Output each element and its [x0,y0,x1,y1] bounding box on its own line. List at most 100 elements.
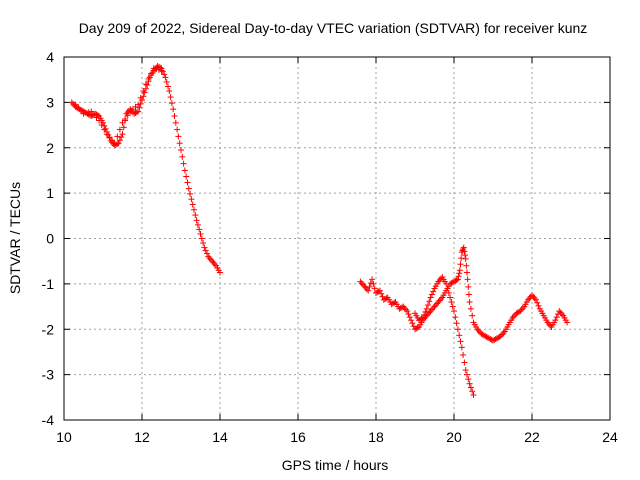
data-point [75,104,82,111]
y-tick-label: -3 [42,367,55,383]
x-axis-label: GPS time / hours [282,457,389,473]
data-point [462,367,469,374]
data-point [153,66,160,73]
data-point [96,117,103,124]
y-tick-label: -1 [42,276,55,292]
data-point [114,133,121,140]
data-point [144,81,151,88]
data-point [453,320,460,327]
data-point [90,111,97,118]
data-point [158,67,165,74]
data-points [68,63,571,399]
data-point [172,119,179,126]
data-point [93,114,100,121]
data-point [535,302,542,309]
data-point [196,226,203,233]
data-point [191,206,197,213]
data-point [408,317,415,324]
data-point [378,290,385,297]
data-point [534,299,541,306]
data-point [179,153,186,160]
data-point [198,235,205,242]
data-point [370,280,377,287]
data-point [460,244,467,251]
y-tick-label: 2 [46,140,54,156]
data-point [464,276,471,283]
data-point [98,122,105,129]
data-point [469,312,476,319]
data-point [427,294,434,301]
data-point [163,78,170,85]
data-point [77,107,84,114]
data-point [180,160,187,167]
data-point [365,287,372,294]
data-point [462,252,469,259]
data-point [405,311,412,318]
y-tick-label: -4 [42,412,55,428]
data-point [197,230,204,237]
data-point [448,299,455,306]
data-point [165,83,171,90]
data-point [83,109,90,116]
data-point [467,305,474,312]
data-point [463,262,470,269]
data-point [553,314,560,321]
data-point [193,217,200,224]
data-point [369,276,376,283]
data-point [162,74,169,81]
x-tick-label: 16 [290,429,306,445]
data-point [109,137,116,144]
data-point [456,332,463,339]
y-tick-label: -2 [42,321,55,337]
data-point [140,88,147,95]
data-point [135,108,142,115]
data-point [449,303,456,310]
data-point [178,147,184,154]
data-point [371,285,378,292]
data-point [465,283,472,290]
data-point [425,302,431,309]
data-point [204,250,210,257]
data-point [124,112,131,119]
data-point [419,314,426,321]
data-point [462,255,469,262]
x-tick-label: 22 [524,429,540,445]
data-point [176,140,183,147]
chart-title: Day 209 of 2022, Sidereal Day-to-day VTE… [79,20,588,36]
data-point [166,88,173,95]
x-tick-label: 24 [602,429,618,445]
data-point [188,196,195,203]
data-point [217,269,223,276]
data-point [422,308,429,315]
x-tick-label: 14 [212,429,228,445]
data-point [187,190,194,197]
data-point [200,240,207,247]
data-point [119,131,126,138]
data-point [137,100,144,107]
data-point [114,140,121,147]
data-point [133,109,140,116]
data-point [456,267,463,274]
data-point [556,308,563,315]
data-point [181,167,188,174]
data-point [464,371,470,378]
y-tick-label: 0 [46,231,54,247]
data-point [148,70,155,77]
y-tick-label: 4 [46,49,54,65]
data-point [137,94,144,101]
data-point [72,101,79,108]
data-point [167,94,174,101]
x-tick-label: 10 [56,429,72,445]
data-point [174,126,181,133]
data-point [458,255,465,262]
data-point [185,185,192,192]
data-point [376,287,383,294]
data-point [409,320,416,327]
data-point [404,308,411,315]
data-point [464,269,470,276]
data-point [119,119,126,126]
data-point [135,101,142,108]
data-point [465,291,472,298]
